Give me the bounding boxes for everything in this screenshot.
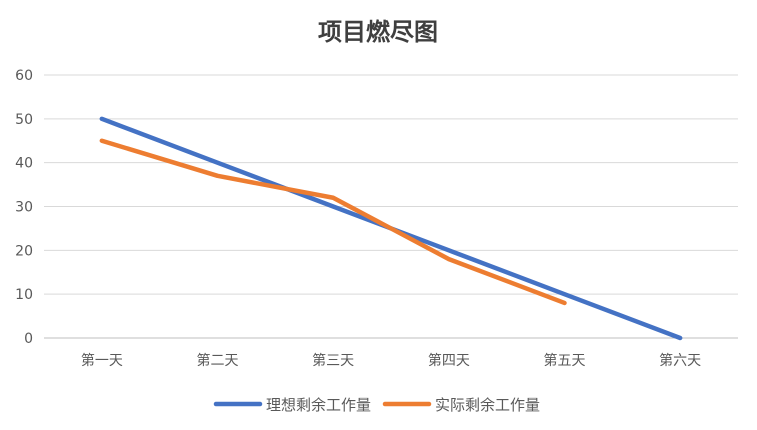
chart-title: 项目燃尽图 [318,17,438,46]
y-tick-label: 10 [15,287,33,303]
y-axis-ticks: 0 10 20 30 40 50 60 [15,68,33,347]
series-lines [99,116,683,341]
x-tick-label: 第六天 [659,352,701,369]
y-tick-label: 0 [24,331,33,347]
gridlines [44,74,738,339]
legend-label-1: 理想剩余工作量 [266,396,371,414]
legend: 理想剩余工作量 实际剩余工作量 [213,396,540,414]
y-tick-label: 50 [15,112,33,128]
x-tick-label: 第三天 [312,352,354,369]
x-tick-label: 第四天 [428,352,470,369]
x-axis-ticks: 第一天 第二天 第三天 第四天 第五天 第六天 [81,352,701,369]
x-tick-label: 第二天 [197,352,239,369]
y-tick-label: 60 [15,68,33,84]
y-tick-label: 40 [15,156,33,172]
y-tick-label: 20 [15,243,33,259]
series-line-2 [99,138,567,306]
y-tick-label: 30 [15,200,33,216]
x-tick-label: 第五天 [544,352,586,369]
legend-label-2: 实际剩余工作量 [435,396,540,414]
x-tick-label: 第一天 [81,352,123,369]
